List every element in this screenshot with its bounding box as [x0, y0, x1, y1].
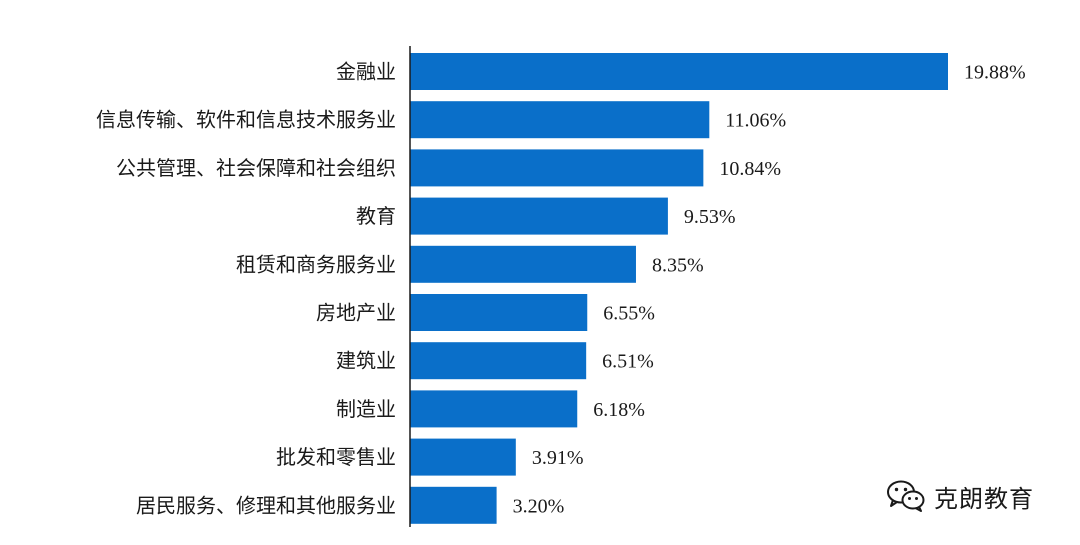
data-label: 3.91%	[532, 447, 584, 469]
data-label: 9.53%	[684, 206, 736, 228]
watermark-text: 克朗教育	[934, 484, 1034, 513]
category-label: 公共管理、社会保障和社会组织	[116, 156, 396, 180]
category-label: 居民服务、修理和其他服务业	[136, 493, 396, 517]
category-label: 制造业	[336, 397, 396, 421]
data-label: 19.88%	[964, 62, 1026, 84]
category-label: 批发和零售业	[276, 445, 396, 469]
bars-group: 金融业 19.88% 信息传输、软件和信息技术服务业 11.06% 公共管理、社会保障和…	[96, 53, 1026, 524]
bar	[410, 149, 704, 187]
category-label: 房地产业	[316, 301, 396, 325]
category-label: 金融业	[336, 60, 396, 84]
bar	[410, 101, 710, 139]
data-label: 10.84%	[719, 158, 781, 180]
bar	[410, 486, 497, 524]
wechat-icon	[887, 480, 925, 512]
data-label: 3.20%	[513, 495, 565, 517]
category-label: 建筑业	[336, 349, 396, 373]
data-label: 8.35%	[652, 254, 704, 276]
bar	[410, 294, 588, 331]
bar	[410, 342, 587, 380]
bar	[410, 197, 668, 235]
data-label: 6.18%	[593, 399, 645, 421]
watermark: 克朗教育	[886, 476, 1034, 516]
category-label: 租赁和商务服务业	[236, 252, 396, 276]
bar	[410, 390, 578, 428]
bar	[410, 53, 948, 90]
category-label: 教育	[356, 204, 396, 228]
bar	[410, 438, 516, 476]
data-label: 6.51%	[602, 351, 654, 373]
data-label: 6.55%	[603, 303, 655, 325]
category-label: 信息传输、软件和信息技术服务业	[96, 108, 396, 132]
data-label: 11.06%	[725, 110, 786, 132]
bar	[410, 245, 636, 283]
